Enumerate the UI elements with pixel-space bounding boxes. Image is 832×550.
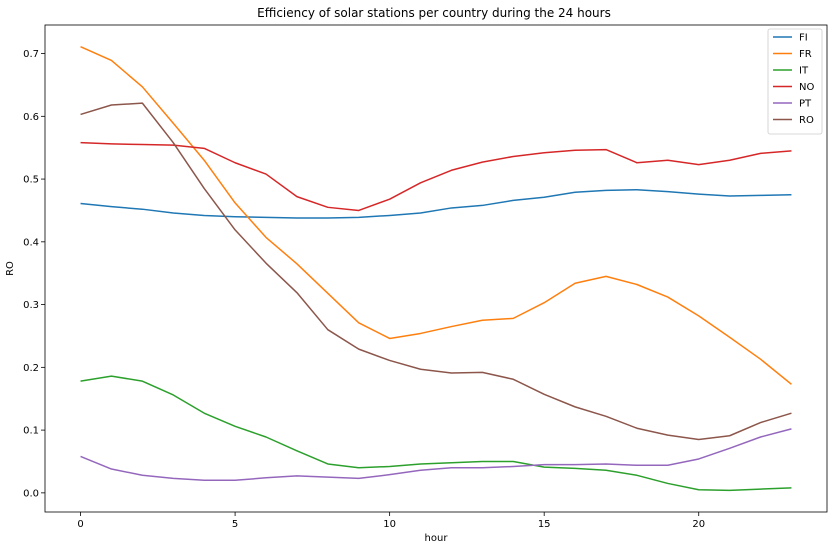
- series-line-it: [80, 375, 792, 492]
- plot-frame: [44, 24, 828, 513]
- series-line-fr: [80, 45, 792, 385]
- y-tick-label: 0.3: [23, 300, 39, 311]
- legend-label-no: NO: [799, 82, 814, 93]
- y-tick-label: 0.0: [23, 488, 39, 499]
- x-tick-label: 5: [232, 519, 238, 530]
- legend-label-fr: FR: [799, 49, 812, 60]
- legend: FI FR IT NO PT RO: [767, 28, 823, 135]
- legend-box: [767, 28, 823, 135]
- legend-label-fi: FI: [799, 33, 808, 44]
- series-line-ro: [80, 102, 792, 441]
- legend-label-pt: PT: [799, 99, 812, 110]
- x-axis: 0 5 10 15 20: [77, 512, 705, 530]
- legend-label-ro: RO: [799, 115, 814, 126]
- x-tick-label: 0: [77, 519, 83, 530]
- y-tick-label: 0.6: [23, 112, 39, 123]
- series-line-pt: [80, 428, 792, 482]
- y-tick-label: 0.4: [23, 237, 39, 248]
- x-tick-label: 15: [538, 519, 551, 530]
- chart-title: Efficiency of solar stations per country…: [257, 6, 611, 20]
- series-line-fi: [80, 188, 792, 219]
- y-tick-label: 0.1: [23, 426, 39, 437]
- series-line-no: [80, 141, 792, 212]
- x-tick-label: 20: [692, 519, 705, 530]
- y-tick-label: 0.2: [23, 363, 39, 374]
- y-axis-label: RO: [5, 261, 16, 276]
- series-layer: [80, 45, 792, 492]
- y-tick-label: 0.7: [23, 49, 39, 60]
- y-tick-label: 0.5: [23, 175, 39, 186]
- x-axis-label: hour: [425, 533, 449, 544]
- legend-label-it: IT: [799, 66, 809, 77]
- x-tick-label: 10: [383, 519, 396, 530]
- y-axis: 0.0 0.1 0.2 0.3 0.4 0.5 0.6 0.7: [23, 49, 45, 499]
